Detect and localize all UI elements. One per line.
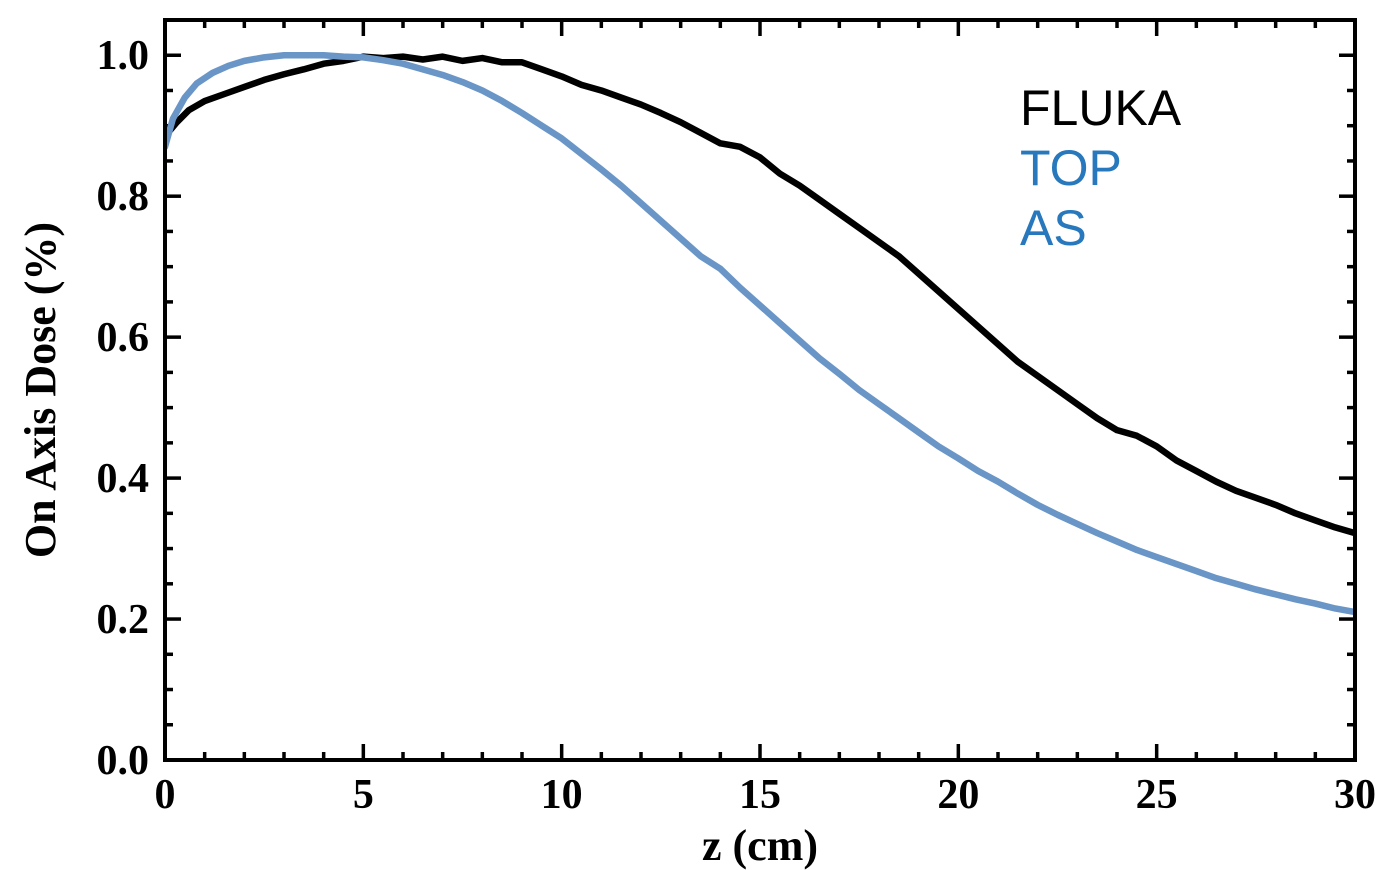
x-tick-label: 25 <box>1136 772 1178 818</box>
y-tick-label: 0.6 <box>97 315 150 361</box>
x-tick-label: 5 <box>353 772 374 818</box>
y-tick-label: 1.0 <box>97 33 150 79</box>
x-tick-label: 20 <box>937 772 979 818</box>
y-tick-label: 0.4 <box>97 456 150 502</box>
legend-item-as: AS <box>1020 200 1087 256</box>
chart-svg: 0 5 10 15 20 25 30 0.0 0.2 0.4 0.6 0.8 1.0 z (cm) On A… <box>0 0 1380 870</box>
y-tick-label: 0.2 <box>97 597 150 643</box>
x-axis-label: z (cm) <box>702 821 818 870</box>
legend-item-fluka: FLUKA <box>1020 80 1182 136</box>
x-tick-label: 10 <box>541 772 583 818</box>
x-tick-label: 30 <box>1334 772 1376 818</box>
y-tick-label: 0.0 <box>97 738 150 784</box>
dose-depth-chart: 0 5 10 15 20 25 30 0.0 0.2 0.4 0.6 0.8 1.0 z (cm) On A… <box>0 0 1380 870</box>
legend-item-top: TOP <box>1020 140 1122 196</box>
x-tick-label: 0 <box>155 772 176 818</box>
y-axis-label: On Axis Dose (%) <box>16 222 65 558</box>
x-tick-label: 15 <box>739 772 781 818</box>
y-tick-label: 0.8 <box>97 174 150 220</box>
